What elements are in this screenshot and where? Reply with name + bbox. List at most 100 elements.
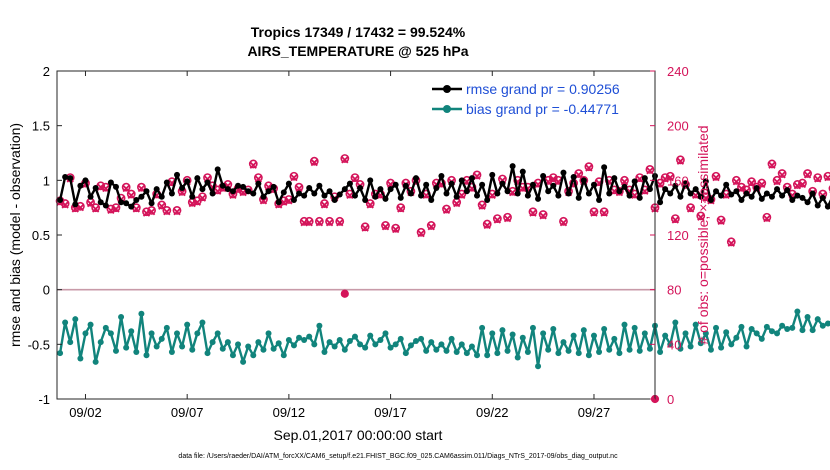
obs-assimilated-point bbox=[163, 208, 171, 216]
obs-assimilated-stroke bbox=[473, 172, 481, 180]
obs-assimilated-point bbox=[737, 184, 746, 193]
rmse-point bbox=[407, 190, 414, 197]
obs-assimilated-stroke bbox=[132, 205, 140, 213]
obs-assimilated-stroke bbox=[610, 187, 618, 195]
obs-assimilated-stroke bbox=[463, 178, 471, 186]
bias-point bbox=[753, 330, 760, 337]
bias-point bbox=[260, 346, 267, 353]
rmse-point bbox=[387, 186, 394, 193]
obs-assimilated-point bbox=[198, 194, 207, 202]
obs-assimilated-point bbox=[442, 206, 451, 215]
bias-point bbox=[184, 321, 191, 328]
obs-possible-point bbox=[645, 164, 655, 174]
obs-assimilated-stroke bbox=[559, 219, 568, 227]
bias-point bbox=[387, 344, 394, 351]
obs-possible-point bbox=[477, 200, 487, 210]
obs-assimilated-point bbox=[76, 204, 85, 212]
obs-assimilated-stroke bbox=[585, 164, 593, 172]
obs-assimilated-stroke bbox=[295, 184, 303, 193]
rmse-point bbox=[789, 197, 796, 204]
obs-assimilated-point bbox=[417, 229, 425, 238]
obs-assimilated-stroke bbox=[214, 187, 222, 195]
rmse-point bbox=[280, 189, 287, 196]
obs-possible-point bbox=[686, 203, 695, 213]
obs-assimilated-stroke bbox=[778, 171, 786, 179]
bias-point bbox=[748, 326, 755, 333]
rmse-point bbox=[763, 190, 770, 197]
obs-assimilated-stroke bbox=[61, 201, 69, 209]
rmse-point bbox=[631, 178, 638, 185]
obs-assimilated-stroke bbox=[722, 191, 730, 200]
obs-assimilated-point bbox=[722, 191, 730, 200]
obs-assimilated-point bbox=[600, 209, 608, 217]
x-tick-label: 09/12 bbox=[273, 405, 306, 420]
bias-point bbox=[97, 339, 104, 346]
obs-assimilated-point bbox=[341, 156, 349, 164]
obs-possible-point bbox=[599, 207, 609, 217]
rmse-point bbox=[290, 197, 297, 204]
x-tick-label: 09/02 bbox=[69, 405, 102, 420]
bias-point bbox=[224, 339, 231, 346]
obs-assimilated-point bbox=[97, 183, 105, 191]
bias-point bbox=[799, 327, 806, 334]
rmse-point bbox=[702, 178, 709, 185]
obs-assimilated-point bbox=[483, 221, 491, 230]
obs-assimilated-stroke bbox=[168, 179, 176, 187]
obs-possible-point bbox=[416, 227, 426, 237]
obs-assimilated-stroke bbox=[534, 180, 542, 189]
obs-assimilated-point bbox=[158, 202, 166, 210]
rmse-point bbox=[428, 197, 435, 204]
rmse-point bbox=[194, 175, 201, 182]
obs-assimilated-stroke bbox=[254, 175, 263, 183]
obs-assimilated-stroke bbox=[554, 178, 563, 186]
obs-assimilated-point bbox=[427, 223, 435, 231]
obs-assimilated-stroke bbox=[575, 171, 583, 179]
obs-possible-point bbox=[670, 214, 680, 223]
rmse-point bbox=[738, 197, 745, 204]
bias-point bbox=[67, 339, 74, 346]
obs-assimilated-stroke bbox=[747, 179, 756, 187]
obs-assimilated-point bbox=[620, 178, 629, 186]
rmse-point bbox=[382, 195, 389, 202]
obs-assimilated-point bbox=[102, 184, 110, 193]
obs-assimilated-stroke bbox=[712, 173, 720, 182]
obs-assimilated-stroke bbox=[366, 201, 374, 209]
obs-assimilated-point bbox=[575, 171, 583, 179]
obs-possible-point bbox=[91, 203, 101, 213]
rmse-point bbox=[662, 186, 669, 193]
obs-possible-point bbox=[472, 170, 482, 180]
obs-possible-point bbox=[777, 169, 787, 178]
bias-point bbox=[657, 348, 664, 355]
obs-assimilated-point bbox=[732, 178, 740, 186]
bias-point bbox=[611, 335, 618, 342]
rmse-point bbox=[601, 164, 608, 171]
obs-possible-point bbox=[696, 211, 706, 221]
rmse-point bbox=[524, 192, 531, 199]
rmse-point bbox=[748, 193, 755, 200]
rmse-point bbox=[179, 184, 186, 191]
obs-possible-point bbox=[828, 185, 830, 192]
y-tick-label: -0.5 bbox=[28, 337, 50, 352]
bias-point bbox=[702, 330, 709, 337]
obs-assimilated-stroke bbox=[793, 182, 802, 190]
series-layer bbox=[55, 154, 830, 404]
rmse-point bbox=[707, 197, 714, 204]
y-tick-label: 1 bbox=[43, 173, 50, 188]
obs-assimilated-point bbox=[610, 187, 618, 195]
bias-point bbox=[636, 347, 643, 354]
rmse-point bbox=[758, 195, 765, 202]
rmse-point bbox=[692, 186, 699, 193]
bias-point bbox=[550, 326, 557, 333]
rmse-point bbox=[535, 195, 542, 202]
bias-point bbox=[357, 341, 364, 348]
obs-possible-point bbox=[391, 223, 401, 233]
rmse-point bbox=[682, 180, 689, 187]
obs-assimilated-stroke bbox=[305, 219, 313, 227]
obs-assimilated-point bbox=[585, 164, 593, 172]
obs-assimilated-point bbox=[137, 184, 146, 193]
obs-assimilated-stroke bbox=[676, 157, 685, 165]
y2-tick-label: 200 bbox=[667, 119, 689, 134]
bias-point bbox=[179, 343, 186, 350]
rmse-point bbox=[123, 200, 130, 207]
bias-point bbox=[499, 327, 506, 334]
